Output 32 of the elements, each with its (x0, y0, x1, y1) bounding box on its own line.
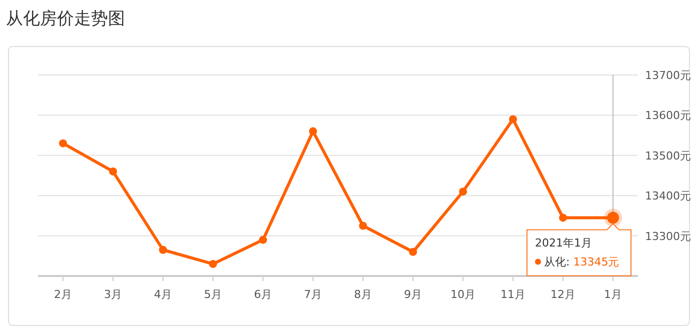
x-tick-label: 5月 (204, 288, 222, 301)
y-tick-label: 13300元 (645, 230, 691, 243)
x-tick-label: 3月 (104, 288, 122, 301)
x-tick-label: 1月 (604, 288, 622, 301)
x-tick-label: 7月 (304, 288, 322, 301)
y-tick-label: 13600元 (645, 109, 691, 122)
point (209, 260, 217, 268)
x-tick-label: 8月 (354, 288, 372, 301)
point (459, 188, 467, 196)
point (259, 236, 267, 244)
x-tick-label: 10月 (450, 288, 476, 301)
annotation: 从化: (544, 256, 574, 269)
point (159, 246, 167, 254)
point (309, 127, 317, 136)
point (109, 167, 117, 176)
point (509, 115, 517, 124)
chart-title: 从化房价走势图 (6, 9, 125, 29)
annotation: 2021年1月 (535, 236, 592, 250)
point (409, 248, 417, 256)
y-tick-label: 13400元 (645, 190, 691, 203)
x-tick-label: 2月 (54, 288, 72, 301)
point (359, 222, 367, 230)
x-tick-label: 6月 (254, 288, 272, 301)
x-tick-label: 11月 (500, 288, 526, 301)
x-tick-label: 12月 (550, 288, 576, 301)
x-tick-label: 9月 (404, 288, 422, 301)
point (59, 139, 67, 148)
x-tick-label: 4月 (154, 288, 172, 301)
y-tick-label: 13500元 (645, 149, 691, 162)
y-tick-label: 13700元 (645, 69, 691, 82)
data-label: 13345元 (573, 256, 620, 269)
point (559, 214, 567, 222)
